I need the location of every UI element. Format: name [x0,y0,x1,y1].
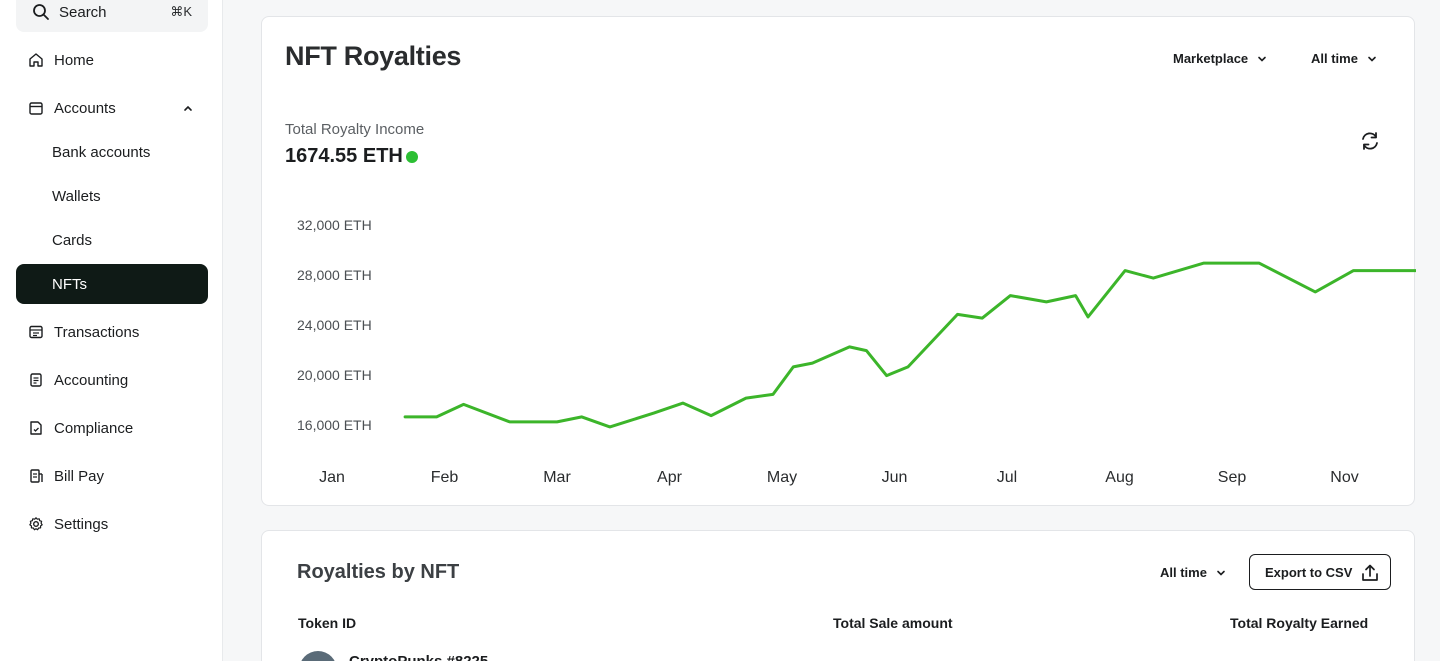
x-tick-label: Mar [543,469,571,486]
sidebar-item-transactions[interactable]: Transactions [16,312,208,352]
x-tick-label: Aug [1105,469,1133,486]
series-line [403,261,1416,429]
column-header-token-id[interactable]: Token ID [298,615,357,631]
sidebar-item-label: Home [54,51,95,69]
column-header-total-sale[interactable]: Total Sale amount [833,615,953,631]
sidebar-item-label: Transactions [54,323,140,341]
time-range-dropdown[interactable]: All time [1311,51,1378,66]
page-title: NFT Royalties [285,41,462,71]
sidebar: Search ⌘K Home Accounts Bank accounts Wa… [0,0,223,661]
sidebar-item-accounts[interactable]: Accounts [16,88,208,128]
x-tick-label: May [767,469,797,486]
chevron-down-icon [1217,570,1225,576]
sidebar-item-bill-pay[interactable]: Bill Pay [16,456,208,496]
chevron-down-icon [1368,56,1376,62]
status-dot [405,150,418,163]
x-tick-label: Jun [882,469,908,486]
time-range-dropdown-label: All time [1311,51,1358,66]
total-royalty-value: 1674.55 ETH [285,145,418,168]
document-icon [30,373,42,387]
y-tick-label: 24,000 ETH [297,317,372,333]
chevron-down-icon [1258,56,1266,62]
x-tick-label: Nov [1330,469,1358,486]
x-tick-label: Jul [997,469,1017,486]
column-header-total-royalty[interactable]: Total Royalty Earned [1230,615,1369,631]
section-title: Royalties by NFT [297,561,460,583]
refresh-icon[interactable] [1359,130,1381,152]
search-bar[interactable]: Search ⌘K [16,0,208,32]
x-tick-label: Jan [319,469,345,486]
y-tick-label: 32,000 ETH [297,217,372,233]
x-tick-label: Sep [1218,469,1247,486]
sidebar-item-label: Accounting [54,371,129,389]
home-icon [29,53,43,67]
search-shortcut: ⌘K [170,4,192,19]
gear-icon [29,517,43,531]
y-tick-label: 16,000 ETH [297,417,372,433]
sidebar-item-bank-accounts[interactable]: Bank accounts [16,132,208,172]
compliance-icon [30,421,42,435]
nft-royalties-card: NFT Royalties Marketplace All time Total… [261,16,1416,506]
royalties-by-nft-card: Royalties by NFT All time Export to CSV … [261,530,1415,661]
search-label: Search [59,3,107,21]
sidebar-item-label: NFTs [52,275,87,293]
sidebar-item-label: Bill Pay [54,467,105,485]
sidebar-item-home[interactable]: Home [16,40,208,80]
sidebar-item-label: Bank accounts [52,143,151,161]
marketplace-dropdown-label: Marketplace [1173,51,1249,66]
royalty-line-chart: 32,000 ETH 28,000 ETH 24,000 ETH 20,000 ETH… [297,217,1416,486]
y-tick-label: 20,000 ETH [297,367,372,383]
wallet-icon [29,102,43,115]
chevron-up-icon[interactable] [182,102,194,114]
sidebar-item-accounting[interactable]: Accounting [16,360,208,400]
search-icon [33,4,49,20]
export-csv-label: Export to CSV [1265,564,1353,580]
sidebar-item-compliance[interactable]: Compliance [16,408,208,448]
ledger-icon [29,325,43,339]
nft-avatar [299,651,337,661]
total-royalty-label: Total Royalty Income [285,121,425,138]
bill-icon [30,469,43,483]
sidebar-item-cards[interactable]: Cards [16,220,208,260]
x-tick-label: Apr [657,469,683,486]
x-tick-label: Feb [431,469,459,486]
table-time-range-label: All time [1160,565,1207,580]
nft-name[interactable]: CryptoPunks #8225 [349,653,488,661]
export-csv-button[interactable]: Export to CSV [1249,554,1391,590]
sidebar-item-label: Settings [54,515,109,533]
sidebar-item-label: Accounts [54,99,116,117]
total-royalty-amount: 1674.55 ETH [285,145,403,167]
sidebar-item-nfts[interactable]: NFTs [16,264,208,304]
sidebar-item-label: Compliance [54,419,134,437]
sidebar-item-label: Wallets [52,187,101,205]
y-tick-label: 28,000 ETH [297,267,372,283]
marketplace-dropdown[interactable]: Marketplace [1173,51,1268,66]
upload-icon [1362,564,1378,581]
sidebar-item-settings[interactable]: Settings [16,504,208,544]
sidebar-item-label: Cards [52,231,93,249]
table-time-range-dropdown[interactable]: All time [1160,565,1227,580]
sidebar-item-wallets[interactable]: Wallets [16,176,208,216]
